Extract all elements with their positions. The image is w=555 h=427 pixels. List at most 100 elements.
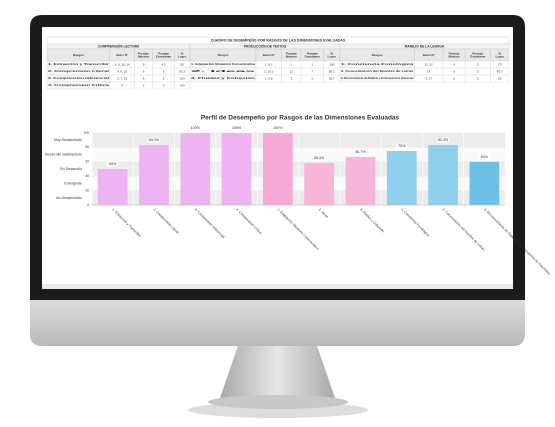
column-header: % Logro: [328, 51, 337, 58]
cell-text: 1. Conciencia Fonológica: [341, 62, 414, 66]
column-header: Items N°: [116, 53, 129, 57]
value-label-box: [147, 137, 160, 143]
cell-text: 7: [311, 69, 313, 73]
cell-text: 2. Conocimiento del Nombre de Letras: [341, 69, 414, 73]
bar: [139, 145, 169, 205]
cell-text: 100: [180, 76, 185, 80]
table-cell: [490, 74, 510, 83]
column-header: Rasgos: [73, 53, 84, 57]
cell-text: 66.7: [329, 76, 335, 80]
column-header: Items N°: [263, 53, 276, 57]
value-label: 100%: [232, 126, 242, 130]
cell-text: 83.3: [497, 69, 503, 73]
cell-text: 1, 10.1: [264, 69, 274, 73]
value-label: 83.3%: [149, 138, 160, 142]
bar: [180, 133, 211, 205]
cell-text: 8: [121, 83, 123, 87]
bar: [221, 133, 252, 205]
monitor-chin: [30, 290, 525, 346]
value-label-box: [478, 154, 491, 160]
value-label-box: [437, 137, 450, 143]
cell-text: 3: [290, 76, 292, 80]
value-label: 58.3%: [314, 156, 325, 160]
stand: [220, 340, 335, 398]
cell-text: 75: [498, 62, 502, 66]
cell-text: 2: [163, 83, 165, 87]
stand-base: [208, 395, 348, 409]
x-tick-label: 2. Ideas: [318, 208, 330, 220]
cell-text: 4, 6, 15: [117, 69, 127, 73]
y-tick-label: 40: [85, 174, 89, 178]
cell-text: 3, 7, 13: [117, 76, 127, 80]
cell-text: 3. Comprensión Inferencial: [48, 76, 109, 80]
bar: [386, 151, 417, 205]
value-label: 83.3%: [438, 138, 449, 142]
cell-text: 5, 17: [425, 76, 432, 80]
chart-title: Perfil de Desempeño por Rasgos de las Di…: [201, 115, 400, 122]
y-tick-label: 60: [85, 160, 89, 164]
cell-text: 4.5: [161, 62, 166, 66]
value-label: 75%: [398, 144, 406, 148]
column-header: Puntaje Estudiante: [156, 51, 172, 58]
bar: [428, 145, 458, 205]
section-title: MANEJO DE LA LENGUA: [405, 44, 445, 48]
cell-text: 1, 8.1: [265, 62, 273, 66]
value-label-box: [354, 149, 367, 155]
column-header: % Logro: [495, 51, 504, 58]
cell-text: 6: [143, 76, 145, 80]
column-header: % Logro: [178, 51, 187, 58]
value-label: 50%: [109, 162, 117, 166]
cell-text: 1: [290, 62, 292, 66]
band-label: En Desarrollo: [60, 167, 82, 171]
band-label: Muy Desarrollado: [54, 138, 82, 142]
cell-text: 50: [180, 62, 184, 66]
value-label-box: [189, 125, 202, 131]
cell-text: 5: [477, 69, 479, 73]
cell-text: 3. Fluidez y Cohesión: [191, 76, 256, 80]
value-label-box: [106, 161, 119, 167]
cell-text: 3: [477, 62, 479, 66]
y-tick-label: 0: [87, 203, 89, 207]
value-label-box: [271, 125, 284, 131]
column-header: Puntaje Estudiante: [470, 51, 486, 58]
table-title: CUADRO DE DESEMPEÑO POR RASGOS DE LAS DI…: [211, 37, 346, 42]
value-label: 60%: [481, 155, 489, 159]
y-tick-label: 100: [84, 131, 90, 135]
section-title: COMPRENSIÓN LECTORA: [98, 43, 140, 48]
column-header: Rasgos: [372, 53, 383, 57]
cell-text: 9: [143, 62, 145, 66]
cell-text: 83.3: [179, 69, 185, 73]
cell-text: 3. Reconocimiento de Palabras y de Secue…: [341, 76, 414, 80]
cell-text: 1, 6.6: [265, 76, 273, 80]
cell-text: 3: [477, 76, 479, 80]
column-header: Puntaje Máximo: [448, 51, 459, 58]
value-label-box: [313, 155, 326, 161]
cell-text: 12: [290, 69, 294, 73]
band-label: No Desarrollado: [56, 196, 82, 200]
table-cell: [174, 81, 191, 90]
cell-text: 2, 9, 10, 14: [115, 62, 130, 66]
sheet-footer: [42, 284, 513, 289]
value-label-box: [395, 143, 408, 149]
cell-text: 16: [427, 69, 431, 73]
cell-text: 5: [163, 69, 165, 73]
bar: [469, 161, 500, 205]
cell-text: 11, 12: [425, 62, 433, 66]
value-label: 66.7%: [355, 150, 366, 154]
y-tick-label: 20: [85, 188, 89, 192]
bar: [345, 156, 376, 205]
bar: [97, 169, 128, 205]
cell-text: 1: [311, 62, 313, 66]
band-label: Emergente: [64, 181, 82, 185]
y-tick-label: 80: [85, 145, 89, 149]
column-header: Rasgos: [218, 53, 229, 57]
cell-text: 2. Comprensión Literal: [48, 69, 109, 73]
value-label: 100%: [273, 126, 283, 130]
cell-text: 6: [163, 76, 165, 80]
column-header: Puntaje Máximo: [138, 51, 149, 58]
cell-text: 2: [311, 76, 313, 80]
cell-text: 58.3: [329, 69, 335, 73]
value-label-box: [230, 125, 243, 131]
